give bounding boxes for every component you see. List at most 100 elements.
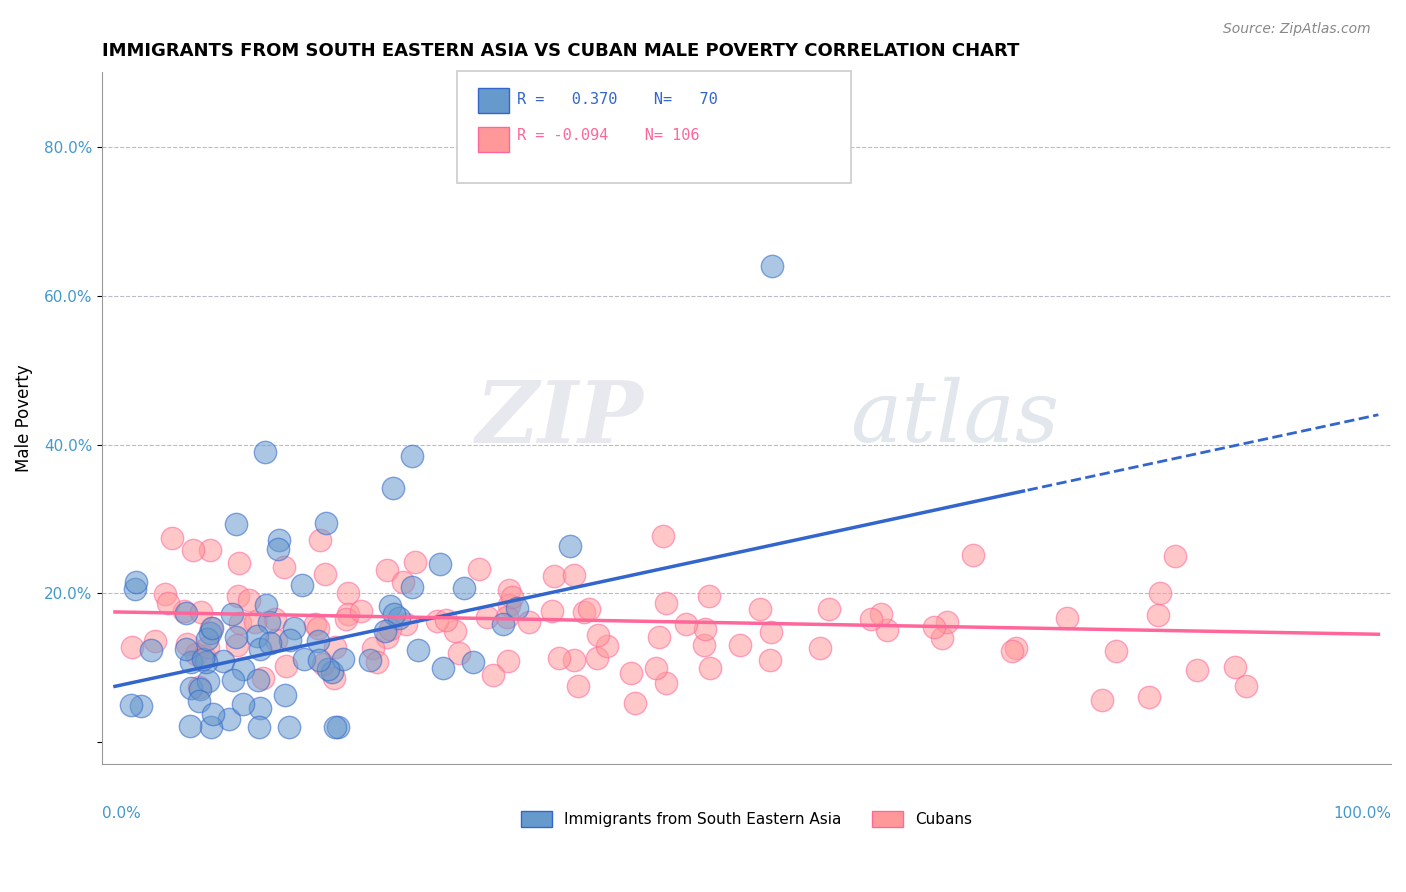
- Point: [931, 631, 953, 645]
- Point: [197, 640, 219, 655]
- Point: [808, 641, 831, 656]
- Point: [652, 528, 675, 542]
- Y-axis label: Male Poverty: Male Poverty: [15, 365, 32, 472]
- Point: [477, 610, 499, 624]
- Point: [496, 654, 519, 668]
- Point: [648, 630, 671, 644]
- Point: [388, 611, 411, 625]
- Point: [267, 542, 290, 557]
- Point: [243, 615, 266, 630]
- Point: [378, 622, 401, 636]
- Point: [1147, 607, 1170, 622]
- Point: [572, 605, 595, 619]
- Point: [184, 647, 207, 661]
- Point: [160, 531, 183, 545]
- Point: [249, 701, 271, 715]
- Point: [562, 567, 585, 582]
- Point: [620, 665, 643, 680]
- Point: [461, 655, 484, 669]
- Point: [187, 694, 209, 708]
- Point: [200, 542, 222, 557]
- Point: [426, 614, 449, 628]
- Point: [1223, 659, 1246, 673]
- Point: [359, 653, 381, 667]
- Point: [541, 604, 564, 618]
- Point: [749, 602, 772, 616]
- Point: [404, 555, 426, 569]
- Point: [254, 598, 277, 612]
- Point: [190, 606, 212, 620]
- Point: [321, 665, 343, 679]
- Point: [697, 589, 720, 603]
- Point: [195, 632, 218, 646]
- Point: [492, 617, 515, 632]
- Point: [201, 621, 224, 635]
- Point: [222, 673, 245, 687]
- Point: [406, 643, 429, 657]
- Point: [323, 671, 346, 685]
- Point: [578, 602, 600, 616]
- Point: [120, 698, 142, 712]
- Point: [429, 558, 451, 572]
- Point: [278, 632, 301, 647]
- Text: ZIP: ZIP: [475, 376, 644, 460]
- Point: [252, 671, 274, 685]
- Point: [860, 612, 883, 626]
- Point: [323, 640, 346, 654]
- Point: [274, 688, 297, 702]
- Point: [1091, 692, 1114, 706]
- Point: [395, 616, 418, 631]
- Point: [181, 543, 204, 558]
- Point: [283, 622, 305, 636]
- Point: [228, 556, 250, 570]
- Point: [695, 622, 717, 636]
- Point: [257, 615, 280, 629]
- Point: [361, 641, 384, 656]
- Text: atlas: atlas: [849, 377, 1059, 459]
- Point: [381, 482, 404, 496]
- Point: [332, 652, 354, 666]
- Point: [337, 607, 360, 621]
- Point: [449, 646, 471, 660]
- Point: [225, 638, 247, 652]
- Point: [201, 706, 224, 721]
- Point: [304, 616, 326, 631]
- Point: [218, 712, 240, 726]
- Point: [314, 566, 336, 581]
- Point: [1137, 690, 1160, 704]
- Point: [176, 636, 198, 650]
- Point: [228, 589, 250, 603]
- Point: [323, 720, 346, 734]
- Point: [699, 661, 721, 675]
- Text: 100.0%: 100.0%: [1333, 806, 1391, 821]
- Point: [267, 533, 290, 547]
- Legend: Immigrants from South Eastern Asia, Cubans: Immigrants from South Eastern Asia, Cuba…: [516, 805, 979, 833]
- Point: [337, 586, 360, 600]
- Point: [562, 652, 585, 666]
- Text: R = -0.094    N= 106: R = -0.094 N= 106: [517, 128, 700, 143]
- Point: [655, 596, 678, 610]
- Point: [238, 593, 260, 607]
- Point: [401, 580, 423, 594]
- Point: [187, 681, 209, 695]
- Point: [962, 549, 984, 563]
- Point: [761, 259, 783, 273]
- Point: [596, 639, 619, 653]
- Point: [249, 641, 271, 656]
- Point: [292, 652, 315, 666]
- Point: [179, 719, 201, 733]
- Point: [444, 624, 467, 639]
- Point: [121, 640, 143, 655]
- Point: [585, 650, 607, 665]
- Point: [586, 628, 609, 642]
- Point: [308, 653, 330, 667]
- Point: [924, 619, 946, 633]
- Point: [326, 720, 349, 734]
- Point: [567, 679, 589, 693]
- Point: [558, 540, 581, 554]
- Point: [173, 603, 195, 617]
- Point: [124, 582, 146, 596]
- Point: [315, 516, 337, 531]
- Point: [1005, 641, 1028, 656]
- Point: [349, 604, 371, 618]
